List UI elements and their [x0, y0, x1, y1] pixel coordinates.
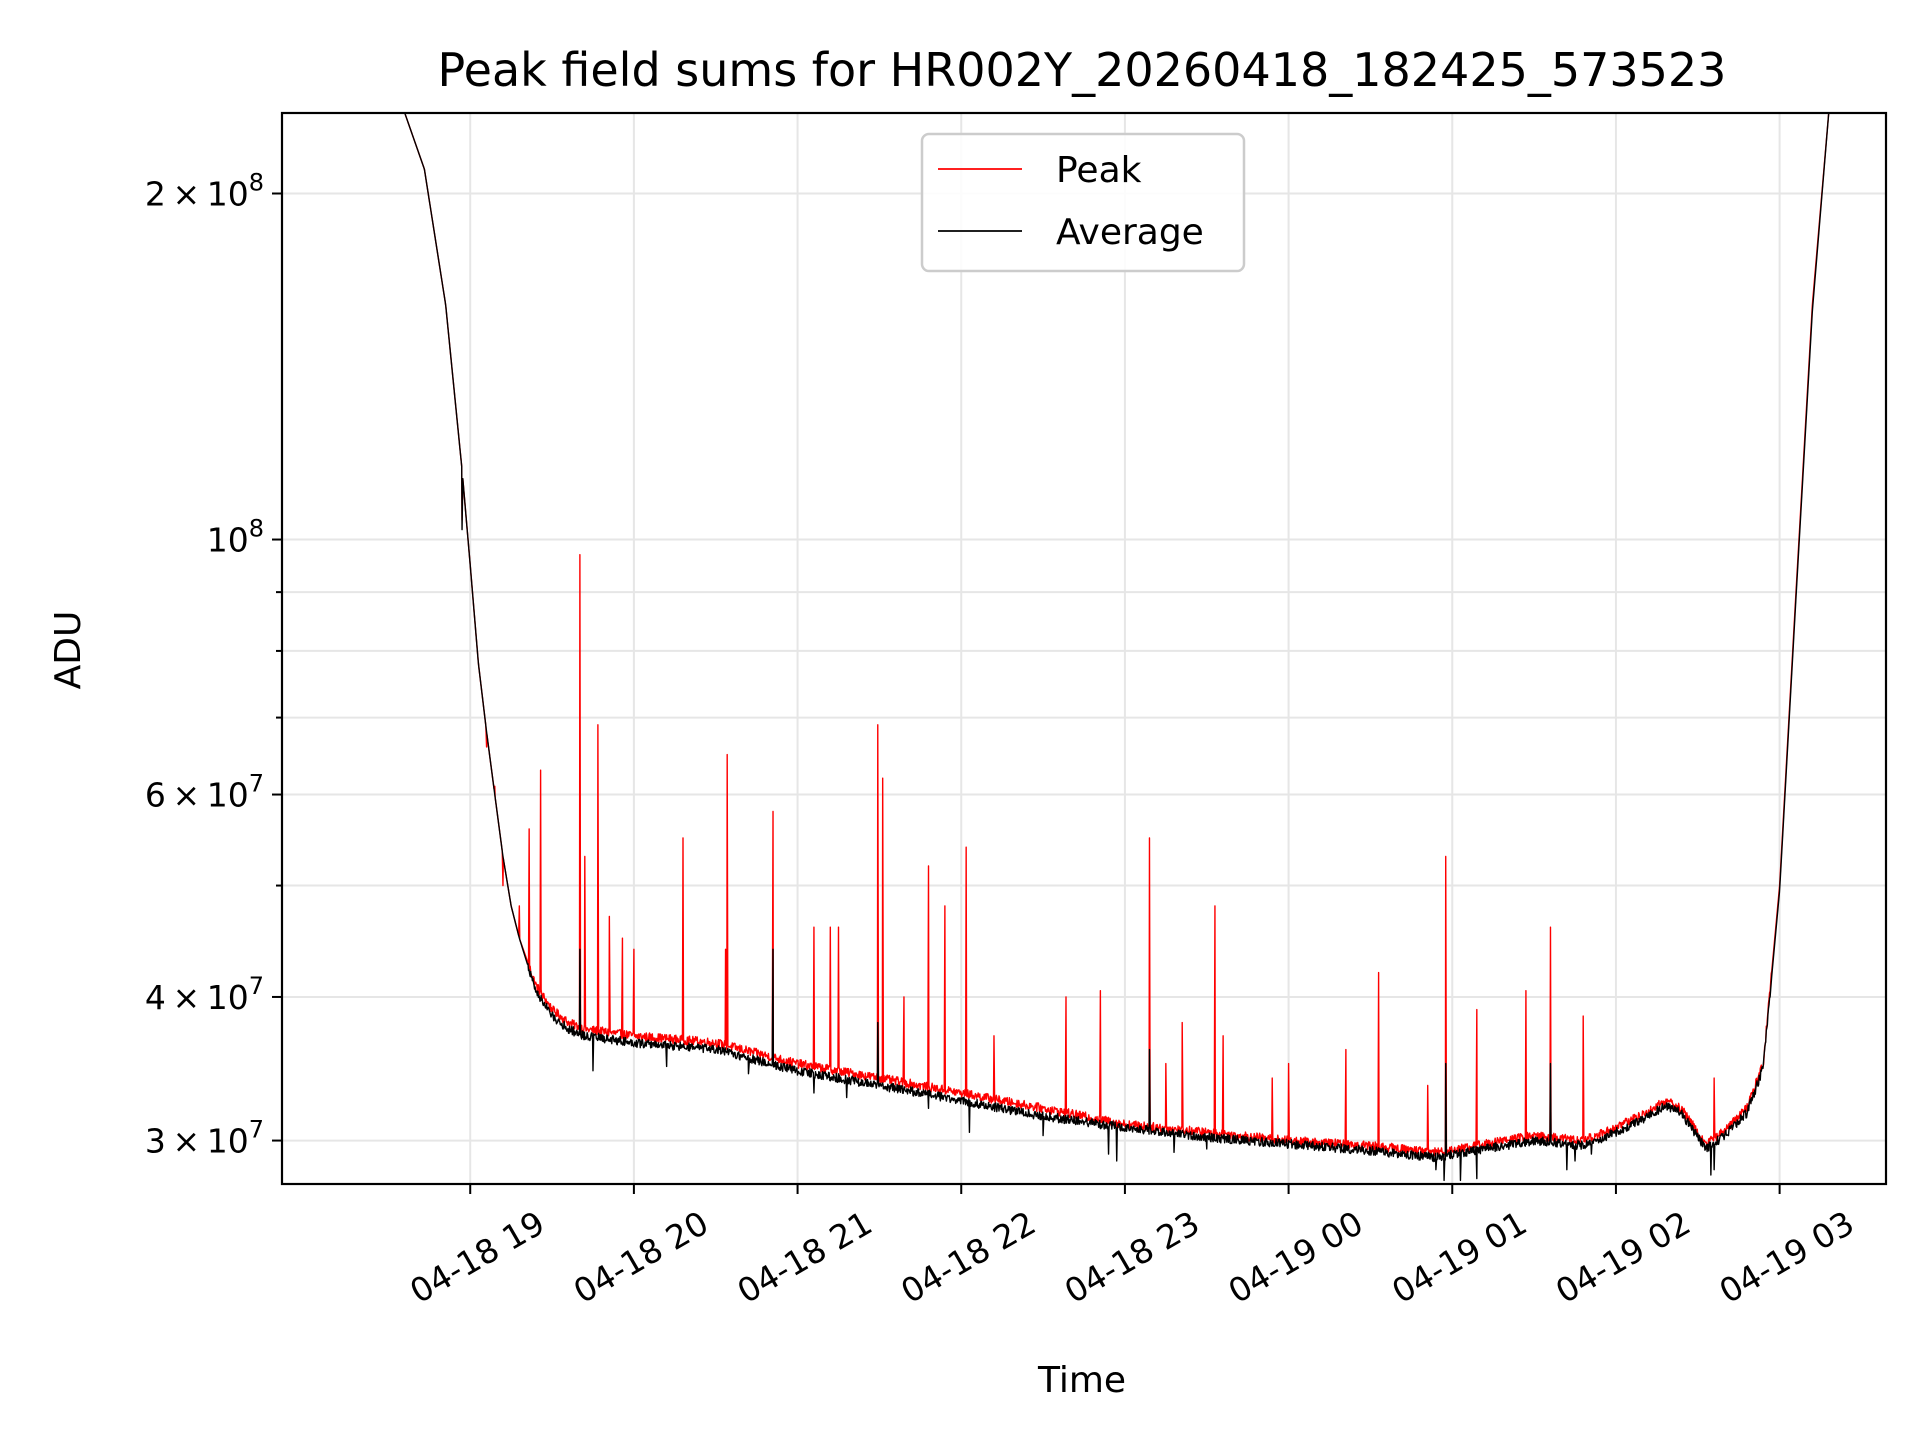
- legend-label-peak: Peak: [1056, 150, 1142, 191]
- y-tick-label: 108: [207, 515, 264, 560]
- chart-title: Peak field sums for HR002Y_20260418_1824…: [438, 43, 1727, 97]
- y-axis-label: ADU: [48, 611, 89, 690]
- y-tick-label: 2 × 108: [145, 169, 264, 214]
- series-line-average: [404, 113, 1830, 1182]
- x-axis-label: Time: [1037, 1360, 1126, 1401]
- y-tick-label: 6 × 107: [145, 770, 264, 815]
- series-layer: [404, 113, 1830, 1182]
- legend-label-average: Average: [1056, 212, 1204, 253]
- legend: Peak Average: [920, 132, 1246, 273]
- plot-frame: [280, 111, 1888, 1186]
- y-tick-label: 4 × 107: [145, 972, 264, 1017]
- y-axis-ticks: 3 × 107 4 × 107 6 × 107 108 2 × 108: [145, 169, 282, 1161]
- y-tick-label: 3 × 107: [145, 1116, 264, 1161]
